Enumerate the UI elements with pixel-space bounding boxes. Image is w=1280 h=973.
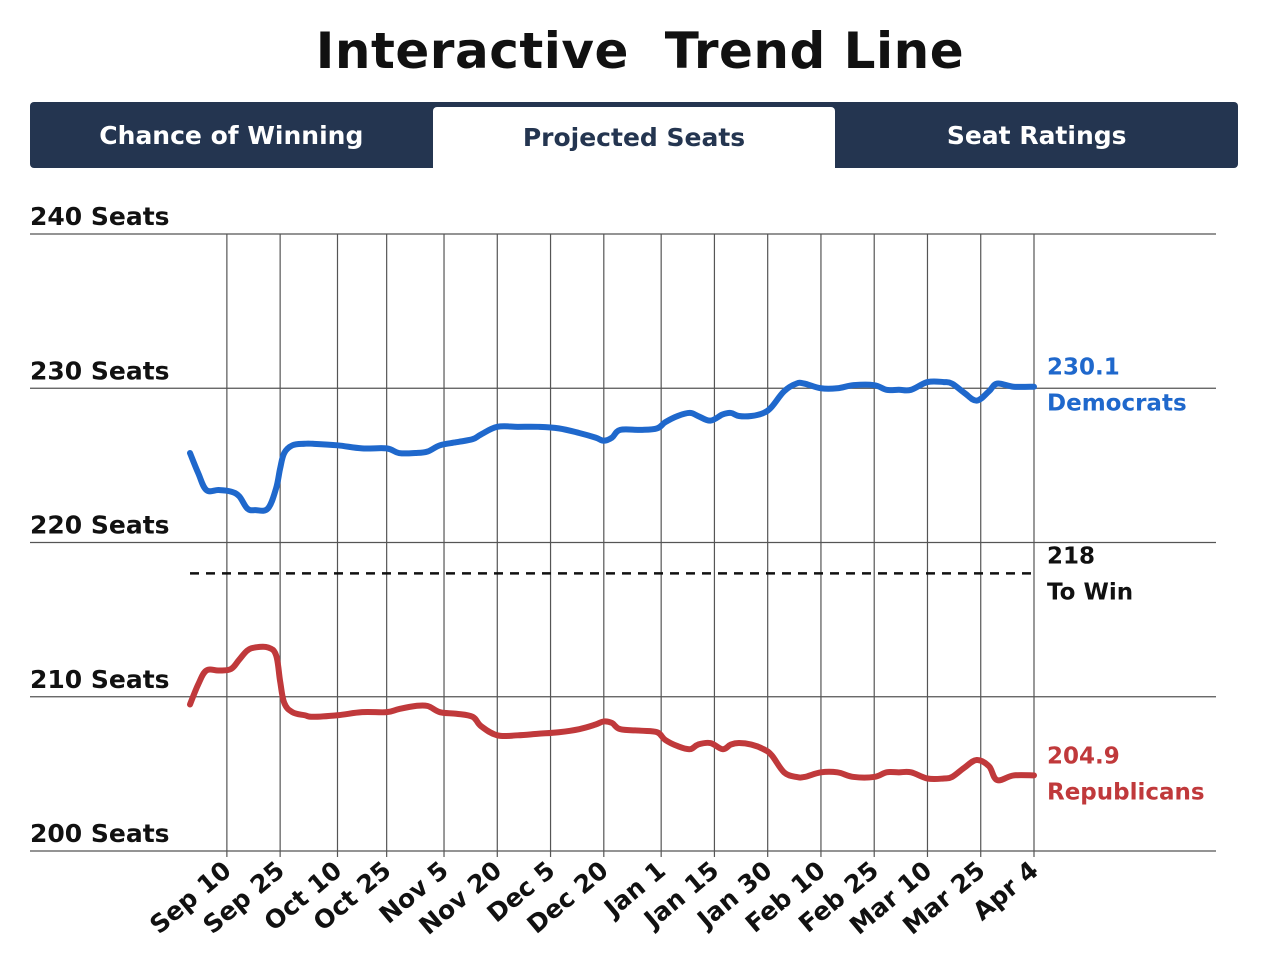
to-win-value: 218	[1047, 543, 1095, 569]
y-tick-label: 200 Seats	[30, 819, 170, 848]
end-label-democrats: Democrats	[1047, 391, 1187, 417]
tab-bar: Chance of Winning Projected Seats Seat R…	[30, 102, 1238, 168]
series-line-democrats	[187, 378, 1037, 514]
end-value-republicans: 204.9	[1047, 743, 1120, 769]
end-value-democrats: 230.1	[1047, 355, 1120, 381]
y-tick-label: 210 Seats	[30, 665, 170, 694]
to-win-label: To Win	[1047, 579, 1133, 605]
series-line-republicans	[187, 643, 1037, 784]
end-label-republicans: Republicans	[1047, 779, 1205, 805]
tab-projected-seats[interactable]: Projected Seats	[432, 107, 836, 168]
page-title: Interactive Trend Line	[315, 22, 965, 80]
y-tick-label: 230 Seats	[30, 356, 170, 385]
y-tick-label: 220 Seats	[30, 511, 170, 540]
y-tick-label: 240 Seats	[30, 202, 170, 231]
tab-seat-ratings[interactable]: Seat Ratings	[946, 120, 1127, 150]
tab-chance-of-winning[interactable]: Chance of Winning	[99, 120, 364, 150]
